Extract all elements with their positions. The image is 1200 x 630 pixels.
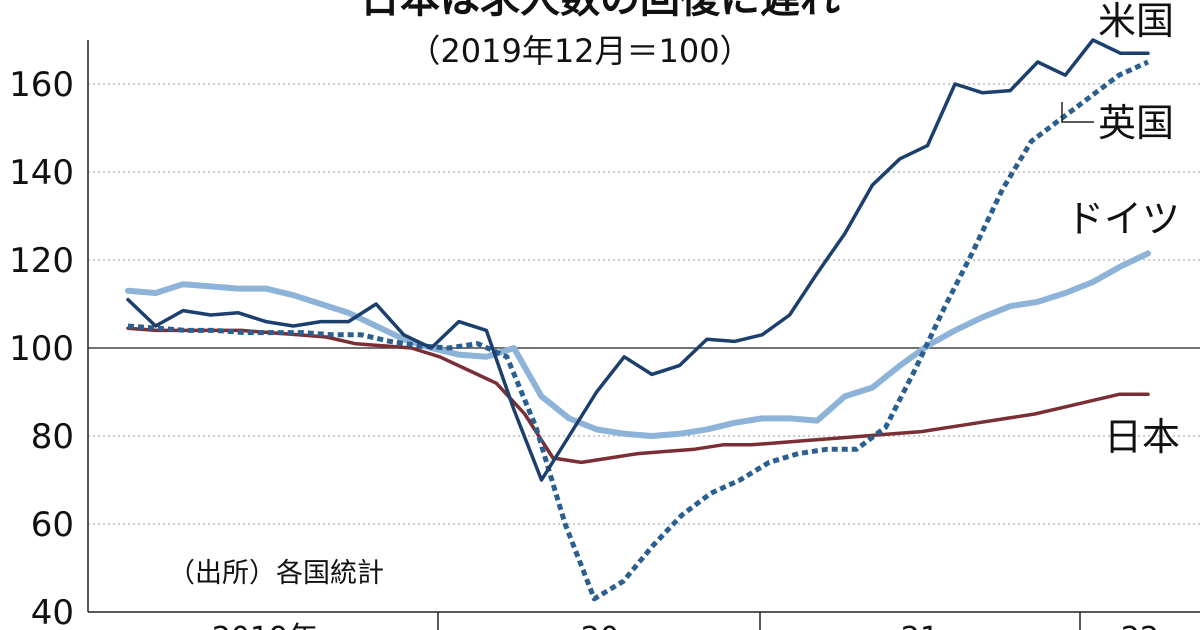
series-label: 米国	[1098, 0, 1174, 43]
source-note: （出所）各国統計	[168, 558, 384, 589]
series-lines	[125, 38, 1151, 602]
chart-title: 日本は求人数の回復に遅れ	[360, 0, 840, 22]
y-tick-label: 60	[31, 505, 74, 545]
series-line-us	[126, 38, 1150, 482]
y-tick-label: 140	[9, 153, 74, 193]
x-tick-label: 20	[581, 621, 619, 630]
series-label: 日本	[1104, 415, 1180, 459]
series-label: ドイツ	[1066, 197, 1180, 241]
series-line-uk	[127, 59, 1150, 602]
uk-label-leader	[1061, 102, 1094, 123]
x-axis: 2019年 20 21 22	[212, 612, 1159, 630]
title-group: 日本は求人数の回復に遅れ （2019年12月＝100）	[360, 0, 840, 70]
x-tick-label: 2019年	[212, 621, 318, 630]
y-tick-label: 160	[9, 65, 74, 105]
series-line-de	[125, 250, 1151, 439]
series-label: 英国	[1098, 101, 1174, 145]
chart-subtitle: （2019年12月＝100）	[408, 32, 751, 70]
x-tick-label: 22	[1121, 621, 1159, 630]
y-tick-label: 40	[31, 593, 74, 630]
y-tick-label: 120	[9, 241, 74, 281]
y-tick-label: 100	[9, 329, 74, 369]
x-tick-label: 21	[901, 621, 939, 630]
y-tick-label: 80	[31, 417, 74, 457]
grid	[88, 83, 1200, 525]
y-axis: 40 60 80 100 120 140 160	[9, 40, 1200, 630]
